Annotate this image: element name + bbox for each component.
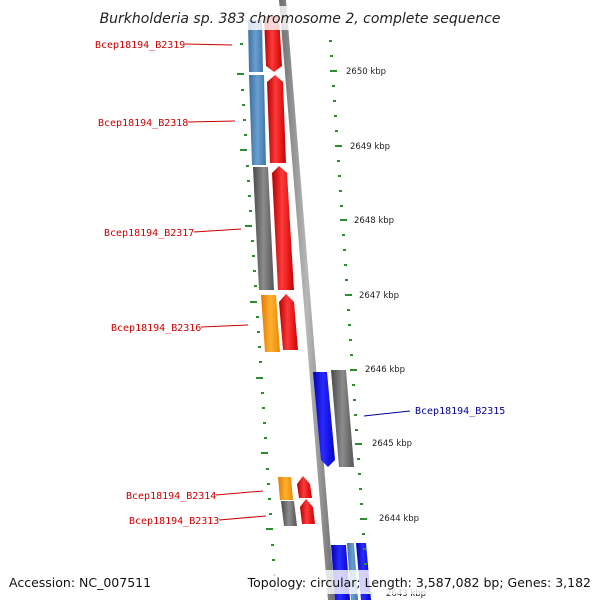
cog-box-b2313 (281, 501, 297, 526)
topology-text: Topology: circular; Length: 3,587,082 bp… (247, 575, 591, 590)
gene-label-b2314: Bcep18194_B2314 (126, 491, 216, 502)
cog-box-b2318 (249, 75, 266, 165)
gene-arrow-b2315 (313, 372, 335, 467)
title-background (100, 6, 500, 30)
right-ruler-track (329, 40, 372, 594)
ruler-label-2650: 2650 kbp (346, 67, 386, 77)
ruler-label-2646: 2646 kbp (365, 365, 405, 375)
gene-label-b2313: Bcep18194_B2313 (129, 516, 219, 527)
accession-text: Accession: NC_007511 (9, 575, 151, 590)
label-leader-line (187, 120, 236, 123)
gene-arrow-b2316 (279, 294, 298, 350)
gene-label-b2318: Bcep18194_B2318 (98, 118, 188, 129)
ruler-label-2649: 2649 kbp (350, 142, 390, 152)
footer-background (0, 570, 600, 594)
map-title: Burkholderia sp. 383 chromosome 2, compl… (100, 11, 501, 27)
left-tick-track (237, 43, 277, 591)
ruler-label-2647: 2647 kbp (359, 291, 399, 301)
gene-label-b2315: Bcep18194_B2315 (415, 406, 505, 417)
left-feature-track (248, 16, 315, 526)
label-leader-line (193, 228, 242, 233)
ruler-label-2645: 2645 kbp (372, 439, 412, 449)
gene-arrow-b2317 (272, 166, 294, 290)
label-leader-line (215, 490, 264, 496)
ruler-label-2648: 2648 kbp (354, 216, 394, 226)
label-leader-line (218, 515, 267, 521)
gene-label-b2319: Bcep18194_B2319 (95, 40, 185, 51)
cog-box-b2319 (248, 20, 263, 72)
cog-box-b2317 (253, 167, 274, 290)
left-label-group: Bcep18194_B2319 Bcep18194_B2318 Bcep1819… (95, 40, 267, 527)
label-leader-line (184, 43, 233, 46)
cog-box-b2314 (278, 477, 293, 500)
gene-arrow-b2318 (267, 75, 286, 163)
ruler-labels: 2650 kbp 2649 kbp 2648 kbp 2647 kbp 2646… (346, 67, 426, 599)
gene-label-b2317: Bcep18194_B2317 (104, 228, 194, 239)
gene-arrow-b2313 (300, 499, 315, 524)
label-leader-line (200, 324, 249, 328)
cog-box-b2315 (331, 370, 354, 467)
ruler-label-2644: 2644 kbp (379, 514, 419, 524)
gene-arrow-b2314 (297, 476, 312, 498)
label-leader-line (363, 410, 411, 417)
cog-box-b2316 (261, 295, 280, 352)
gene-label-b2316: Bcep18194_B2316 (111, 323, 201, 334)
